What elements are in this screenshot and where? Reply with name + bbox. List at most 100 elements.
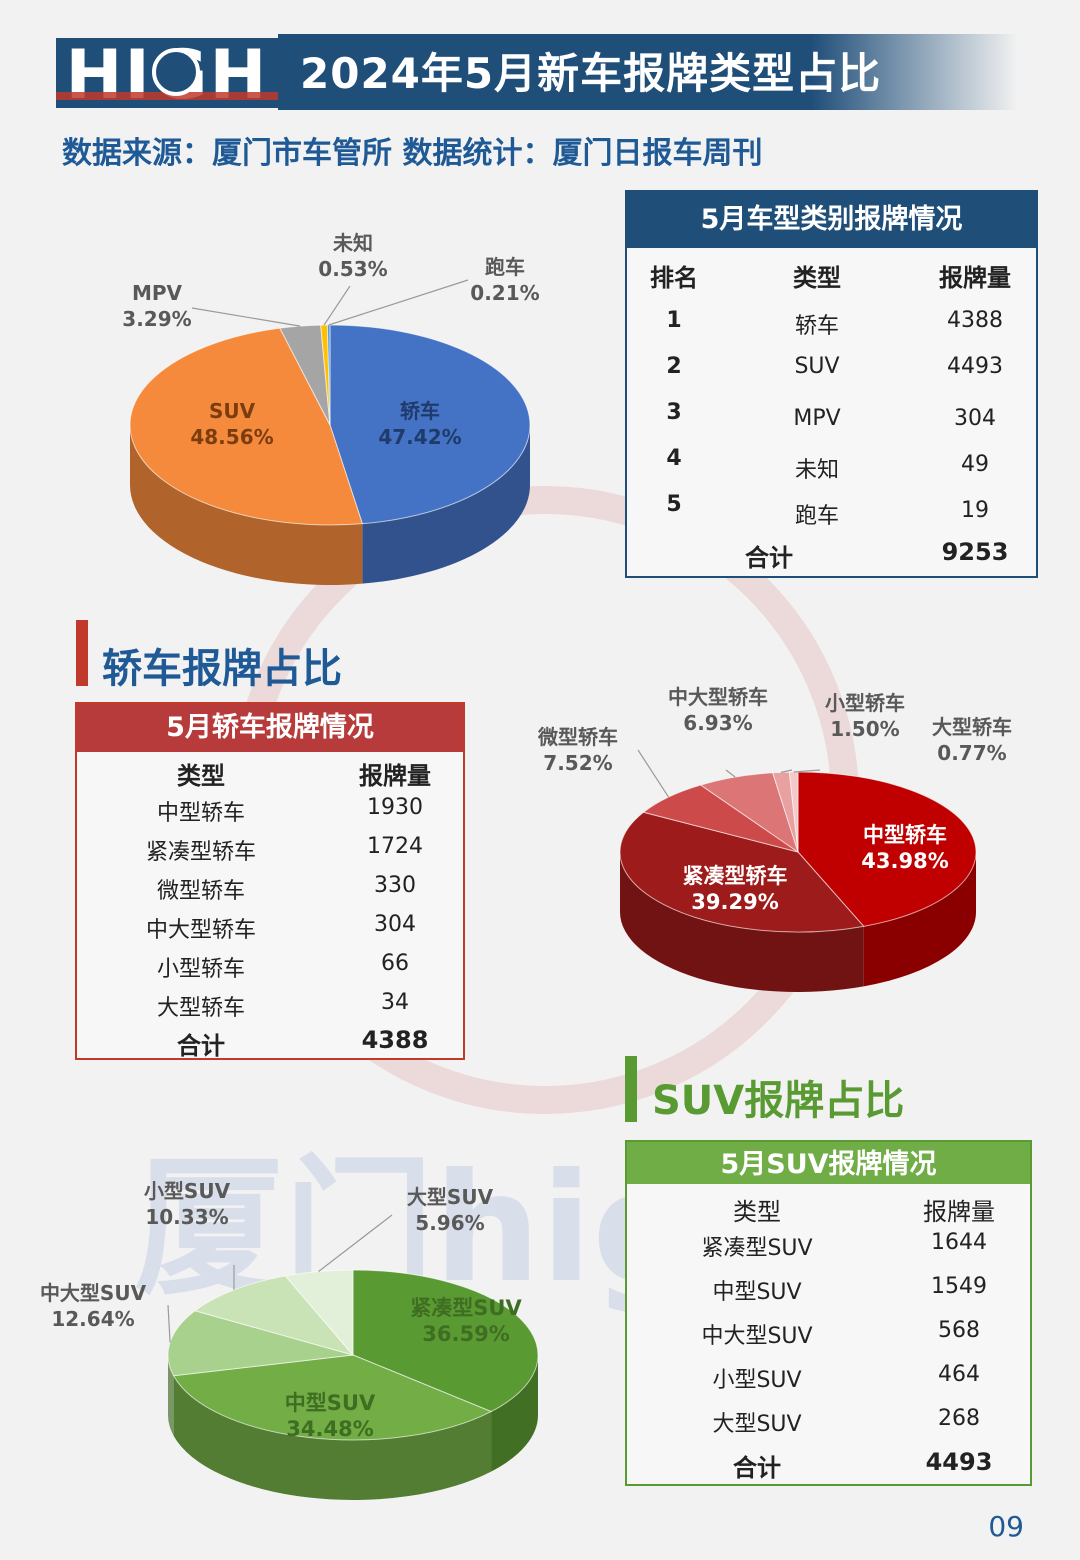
- slice-value-label: 6.93%: [683, 711, 752, 735]
- table-cell-count: 464: [938, 1362, 980, 1387]
- table-cell-count: 66: [381, 951, 409, 976]
- total-value: 4493: [925, 1448, 993, 1476]
- col-header-type: 类型: [177, 762, 225, 790]
- page-number: 09: [988, 1510, 1024, 1543]
- overview-table-title: 5月车型类别报牌情况: [627, 192, 1036, 248]
- pie-slice: [352, 1269, 539, 1413]
- pie-slice: [797, 771, 977, 927]
- slice-value-label: 39.29%: [691, 890, 778, 914]
- table-cell-count: 4388: [947, 308, 1003, 333]
- table-cell-type: 未知: [794, 458, 840, 483]
- table-cell-count: 1930: [367, 795, 423, 820]
- table-cell-rank: 3: [666, 400, 682, 425]
- slice-value-label: 1.50%: [830, 717, 899, 741]
- table-cell-type: 紧凑型轿车: [145, 840, 257, 865]
- slice-value-label: 48.56%: [190, 425, 273, 449]
- slice-value-label: 0.77%: [937, 741, 1006, 765]
- pie-slice: [193, 1275, 355, 1356]
- slice-value-label: 47.42%: [378, 425, 461, 449]
- slice-value-label: 5.96%: [415, 1211, 484, 1235]
- slice-label: 中大型SUV: [40, 1281, 147, 1305]
- table-cell-type: 中型SUV: [712, 1280, 802, 1305]
- col-header-type: 类型: [793, 264, 841, 292]
- suv-heading-bar: [625, 1056, 637, 1122]
- slice-label: SUV: [209, 399, 256, 423]
- slice-value-label: 10.33%: [145, 1205, 228, 1229]
- table-cell-type: 中型轿车: [156, 801, 246, 826]
- wheel-icon: [152, 48, 200, 96]
- slice-value-label: 0.21%: [470, 281, 539, 305]
- slice-label: 大型轿车: [932, 715, 1012, 739]
- leader-line: [167, 1304, 171, 1343]
- table-cell-count: 1644: [931, 1230, 987, 1255]
- sedan-table: 5月轿车报牌情况 类型 报牌量 中型轿车 1930 紧凑型轿车 1724 微型轿…: [75, 702, 465, 1060]
- pie-slice-side: [620, 852, 864, 992]
- sedan-table-title: 5月轿车报牌情况: [77, 704, 463, 752]
- table-cell-type: 小型SUV: [712, 1368, 802, 1393]
- suv-table-title: 5月SUV报牌情况: [627, 1142, 1030, 1184]
- leader-line: [725, 769, 736, 778]
- total-value: 4388: [361, 1026, 429, 1054]
- table-cell-type: 小型轿车: [156, 957, 246, 982]
- suv-pie: [167, 1269, 539, 1500]
- table-cell-count: 49: [961, 452, 989, 477]
- pie-slice: [619, 811, 865, 933]
- slice-label: 跑车: [485, 255, 525, 279]
- slice-label: 中型SUV: [285, 1391, 376, 1415]
- table-cell-type: 跑车: [794, 504, 840, 529]
- col-header-count: 报牌量: [923, 1198, 995, 1226]
- table-cell-count: 34: [381, 990, 409, 1015]
- suv-table: 5月SUV报牌情况 类型 报牌量 紧凑型SUV 1644 中型SUV 1549 …: [625, 1140, 1032, 1486]
- sedan-heading-bar: [76, 620, 88, 686]
- table-cell-count: 568: [938, 1318, 980, 1343]
- pie-slice: [284, 1269, 354, 1357]
- table-cell-type: 轿车: [794, 314, 840, 339]
- pie-slice: [329, 324, 531, 525]
- pie-slice-side: [491, 1355, 538, 1472]
- leader-line: [318, 1214, 393, 1272]
- table-cell-type: MPV: [793, 406, 841, 431]
- table-cell-type: 中大型SUV: [701, 1324, 813, 1349]
- table-cell-count: 268: [938, 1406, 980, 1431]
- slice-label: 小型SUV: [144, 1179, 231, 1203]
- pie-slice-side: [168, 1355, 174, 1436]
- col-header-count: 报牌量: [359, 762, 431, 790]
- leader-line: [793, 769, 821, 773]
- pie-slice-side: [130, 425, 363, 585]
- table-cell-count: 4493: [947, 354, 1003, 379]
- sedan-section-heading: 轿车报牌占比: [102, 646, 342, 692]
- col-header-count: 报牌量: [939, 264, 1011, 292]
- slice-label: 微型轿车: [537, 725, 618, 749]
- table-cell-type: SUV: [794, 354, 840, 379]
- data-source: 数据来源：厦门市车管所 数据统计：厦门日报车周刊: [62, 136, 763, 171]
- pie-slice-side: [362, 425, 530, 584]
- slice-label: 紧凑型轿车: [683, 864, 788, 888]
- col-header-type: 类型: [733, 1198, 781, 1226]
- leader-line: [328, 279, 469, 326]
- pie-slice: [129, 327, 364, 526]
- table-cell-rank: 2: [666, 354, 682, 379]
- table-cell-count: 304: [954, 406, 996, 431]
- leader-line: [191, 307, 301, 327]
- pie-slice: [167, 1310, 354, 1377]
- slice-value-label: 0.53%: [318, 257, 387, 281]
- sedan-pie: [619, 771, 977, 992]
- total-label: 合计: [745, 544, 793, 572]
- suv-section-heading: SUV报牌占比: [652, 1078, 905, 1124]
- slice-value-label: 34.48%: [286, 1417, 373, 1441]
- pie-slice-side: [863, 852, 976, 987]
- table-cell-type: 中大型轿车: [145, 918, 257, 943]
- slice-label: 中大型轿车: [668, 685, 768, 709]
- slice-label: 大型SUV: [407, 1185, 494, 1209]
- total-value: 9253: [941, 538, 1009, 566]
- slice-label: 未知: [333, 231, 373, 255]
- slice-value-label: 7.52%: [543, 751, 612, 775]
- slice-label: 紧凑型SUV: [410, 1296, 522, 1320]
- table-cell-count: 304: [374, 912, 416, 937]
- col-header-rank: 排名: [650, 264, 698, 292]
- overview-table: 5月车型类别报牌情况 排名 类型 报牌量 1 轿车 4388 2 SUV 449…: [625, 190, 1038, 578]
- slice-value-label: 3.29%: [122, 307, 191, 331]
